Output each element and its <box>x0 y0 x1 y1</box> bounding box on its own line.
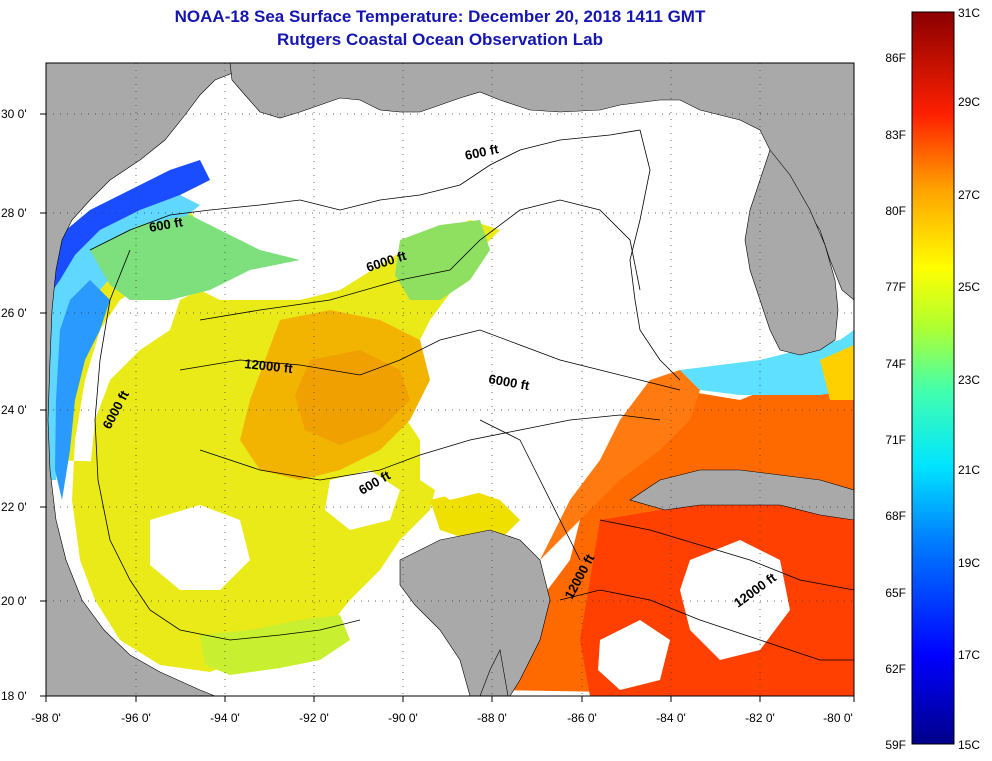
colorbar-c-label: 29C <box>958 95 980 109</box>
map-subtitle: Rutgers Coastal Ocean Observation Lab <box>277 30 603 49</box>
colorbar-f-label: 80F <box>885 204 906 218</box>
colorbar-c-label: 23C <box>958 373 980 387</box>
bathymetry-contours <box>89 129 854 661</box>
cloud-gaps <box>150 420 790 690</box>
lon-label: -98 0' <box>31 711 61 725</box>
land <box>46 63 854 696</box>
contour-label: 600 ft <box>148 214 185 235</box>
tick-marks <box>40 113 855 702</box>
colorbar-f-label: 65F <box>885 586 906 600</box>
lat-label: 22 0' <box>1 500 27 514</box>
lat-label: 18 0' <box>1 689 27 703</box>
map-title: NOAA-18 Sea Surface Temperature: Decembe… <box>174 7 706 26</box>
colorbar-f-label: 71F <box>885 433 906 447</box>
colorbar-f-label: 74F <box>885 357 906 371</box>
lon-label: -88 0' <box>477 711 507 725</box>
contour-label: 12000 ft <box>244 356 294 376</box>
colorbar-c-label: 15C <box>958 738 980 752</box>
lon-label: -84 0' <box>656 711 686 725</box>
lat-label: 20 0' <box>1 594 27 608</box>
colorbar-f-label: 77F <box>885 280 906 294</box>
colorbar-celsius-labels: 31C 29C 27C 25C 23C 21C 19C 17C 15C <box>958 6 980 752</box>
lon-label: -86 0' <box>567 711 597 725</box>
colorbar-c-label: 25C <box>958 280 980 294</box>
lon-label: -82 0' <box>745 711 775 725</box>
colorbar-f-label: 86F <box>885 51 906 65</box>
lat-label: 30 0' <box>1 107 27 121</box>
lon-label: -94 0' <box>210 711 240 725</box>
colorbar-c-label: 17C <box>958 648 980 662</box>
colorbar-c-label: 19C <box>958 556 980 570</box>
lat-label: 24 0' <box>1 403 27 417</box>
colorbar-f-label: 62F <box>885 662 906 676</box>
lon-label: -90 0' <box>388 711 418 725</box>
lon-label: -96 0' <box>121 711 151 725</box>
lon-label: -80 0' <box>823 711 853 725</box>
lon-label: -92 0' <box>299 711 329 725</box>
colorbar-c-label: 21C <box>958 463 980 477</box>
colorbar-f-label: 68F <box>885 509 906 523</box>
contour-label: 600 ft <box>464 141 501 163</box>
graticule <box>46 63 854 696</box>
colorbar <box>911 11 955 745</box>
lat-label: 28 0' <box>1 206 27 220</box>
colorbar-c-label: 31C <box>958 6 980 20</box>
lat-label: 26 0' <box>1 306 27 320</box>
map-frame <box>45 62 855 697</box>
colorbar-f-label: 59F <box>885 738 906 752</box>
contour-label: 6000 ft <box>487 371 531 393</box>
colorbar-fahrenheit-labels: 86F 83F 80F 77F 74F 71F 68F 65F 62F 59F <box>885 51 906 752</box>
colorbar-c-label: 27C <box>958 188 980 202</box>
colorbar-f-label: 83F <box>885 128 906 142</box>
